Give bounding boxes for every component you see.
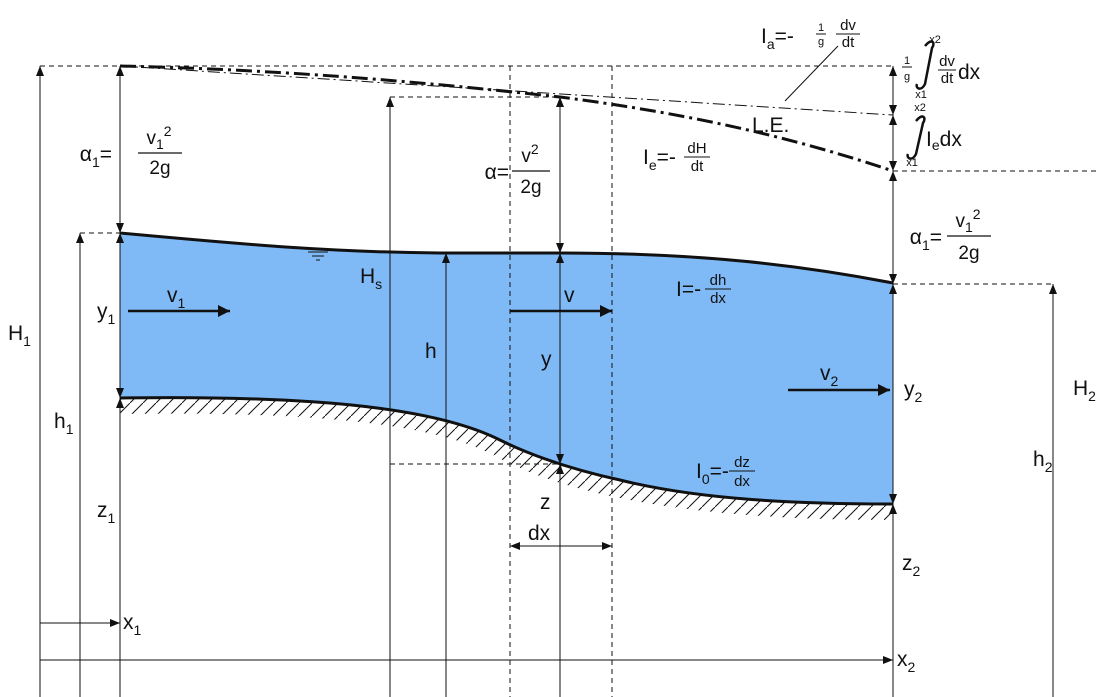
svg-text:α1=: α1=: [80, 143, 112, 170]
svg-text:dv: dv: [939, 53, 955, 70]
label-y: y: [541, 348, 552, 371]
reference-line: [119, 65, 894, 116]
formula-int1: 1 g x2 x1 dv dt dx: [902, 34, 981, 101]
velocity-arrows: [128, 305, 890, 396]
svg-text:α=: α=: [485, 161, 509, 184]
svg-text:dt: dt: [941, 70, 954, 87]
formula-alpha1-right: α1= v12 2g: [910, 206, 991, 264]
dimension-arrows: [36, 66, 1057, 697]
label-h1: h1: [54, 410, 74, 437]
formula-alpha1-left: α1= v12 2g: [80, 123, 182, 179]
formula-I: I=- dh dx: [676, 272, 731, 307]
channel-bed-hatching: [120, 397, 893, 520]
svg-text:x2: x2: [929, 34, 941, 46]
svg-text:I0=-: I0=-: [696, 460, 729, 487]
label-v2: v2: [820, 362, 839, 389]
label-Hs: Hs: [360, 265, 382, 292]
label-z2: z2: [902, 552, 921, 579]
svg-text:1: 1: [818, 22, 824, 34]
integral-sign-1: [915, 40, 935, 90]
integral-sign-2: [906, 115, 926, 160]
label-z: z: [540, 491, 551, 514]
svg-text:2g: 2g: [958, 243, 979, 264]
label-v1: v1: [167, 284, 186, 311]
svg-text:α1=: α1=: [910, 226, 942, 253]
label-h2: h2: [1033, 448, 1053, 475]
ia-leader: [784, 45, 839, 102]
label-H1: H1: [8, 322, 31, 349]
svg-text:I=-: I=-: [676, 278, 701, 301]
svg-text:dx: dx: [958, 61, 981, 84]
label-v: v: [564, 284, 575, 307]
energy-line: [119, 64, 894, 173]
water-surface-symbol: [308, 251, 328, 261]
svg-text:Ie=-: Ie=-: [643, 146, 676, 173]
svg-text:Iedx: Iedx: [926, 128, 962, 153]
svg-text:v12: v12: [955, 206, 980, 235]
label-LE: L.E.: [752, 114, 789, 137]
label-y2: y2: [904, 378, 923, 405]
water-region: [120, 233, 893, 504]
channel-bed-line: [119, 396, 894, 506]
formula-Ie: Ie=- dH dt: [643, 140, 710, 175]
svg-text:dt: dt: [842, 34, 855, 51]
formula-int2: x2 x1 Iedx: [906, 102, 962, 169]
svg-text:dH: dH: [687, 140, 706, 157]
label-y1: y1: [97, 300, 116, 327]
svg-text:dh: dh: [710, 272, 727, 289]
formula-I0: I0=- dz dx: [696, 454, 755, 490]
svg-text:x2: x2: [914, 102, 926, 114]
formula-Ia: Ia=- 1 g dv dt: [761, 17, 860, 52]
svg-text:g: g: [904, 71, 910, 83]
label-x2: x2: [897, 648, 916, 675]
svg-text:g: g: [818, 36, 824, 48]
svg-text:1: 1: [904, 55, 910, 67]
svg-text:v12: v12: [146, 123, 171, 152]
label-x1: x1: [123, 611, 142, 638]
svg-text:v2: v2: [521, 141, 539, 167]
label-H2: H2: [1073, 377, 1096, 404]
svg-text:x1: x1: [906, 157, 918, 169]
svg-text:2g: 2g: [149, 158, 170, 179]
label-dx: dx: [528, 522, 551, 545]
svg-text:dz: dz: [734, 454, 750, 471]
svg-text:dx: dx: [710, 290, 726, 307]
svg-text:x1: x1: [915, 89, 927, 101]
svg-text:Ia=-: Ia=-: [761, 25, 794, 52]
label-z1: z1: [97, 499, 116, 526]
svg-text:dv: dv: [840, 17, 856, 34]
svg-text:dx: dx: [734, 473, 750, 490]
svg-text:2g: 2g: [520, 177, 541, 198]
formula-alpha-mid: α= v2 2g: [485, 141, 550, 198]
label-h: h: [425, 340, 437, 363]
svg-text:dt: dt: [691, 158, 704, 175]
